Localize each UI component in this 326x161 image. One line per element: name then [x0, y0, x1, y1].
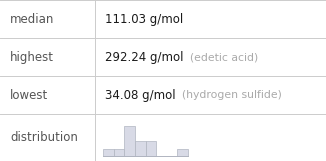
Bar: [135, 141, 145, 156]
Text: (hydrogen sulfide): (hydrogen sulfide): [182, 90, 281, 100]
Text: (edetic acid): (edetic acid): [189, 52, 258, 62]
Text: 292.24 g/mol: 292.24 g/mol: [105, 51, 184, 63]
Text: 34.08 g/mol: 34.08 g/mol: [105, 89, 176, 101]
Text: distribution: distribution: [10, 131, 78, 144]
Text: median: median: [10, 13, 54, 25]
Text: 111.03 g/mol: 111.03 g/mol: [105, 13, 183, 25]
Text: lowest: lowest: [10, 89, 48, 101]
Bar: [114, 148, 124, 156]
Bar: [177, 148, 188, 156]
Bar: [124, 126, 135, 156]
Text: highest: highest: [10, 51, 54, 63]
Bar: [145, 141, 156, 156]
Bar: [103, 148, 114, 156]
